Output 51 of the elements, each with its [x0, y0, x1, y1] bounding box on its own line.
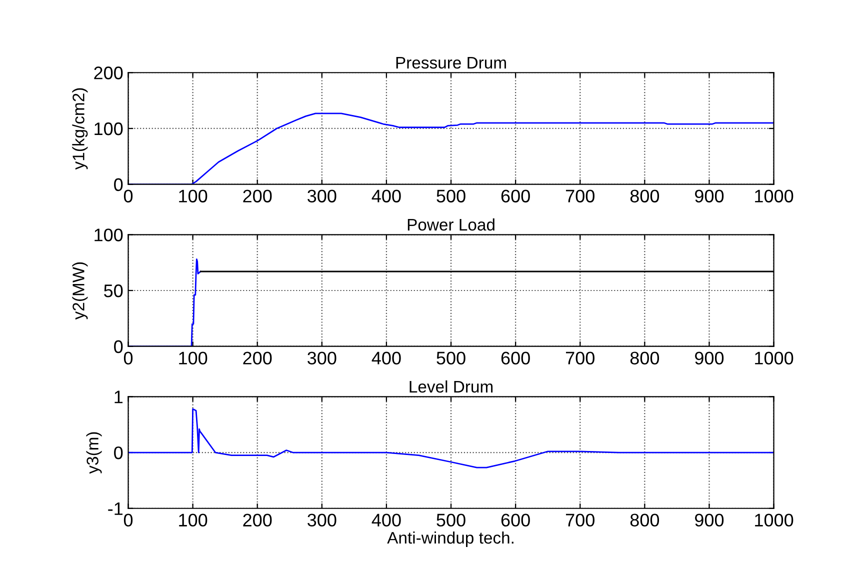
line-series: [128, 408, 774, 468]
x-tick-label: 600: [501, 352, 530, 364]
x-tick-label: 100: [179, 190, 208, 202]
y-axis-title: y3(m): [86, 432, 102, 474]
x-tick-label: 400: [372, 190, 401, 202]
x-tick-label: 800: [630, 352, 660, 364]
chart-title: Power Load: [408, 218, 494, 231]
x-tick-label: 1000: [755, 190, 794, 202]
x-tick-label: 900: [695, 190, 724, 202]
x-axis-title: Anti-windup tech.: [387, 531, 514, 547]
x-tick-label: 100: [179, 514, 208, 526]
y-axis-title: y1(kg/cm2): [72, 88, 88, 170]
x-tick-label: 500: [436, 514, 466, 526]
x-tick-label: 700: [566, 190, 594, 202]
x-tick-label: 1000: [755, 352, 794, 364]
x-tick-label: 600: [501, 514, 530, 526]
x-tick-label: 300: [308, 352, 336, 364]
y-tick-label: -1: [108, 502, 123, 515]
y-axis-title: y2(MW): [72, 262, 88, 320]
x-tick-label: 700: [566, 514, 594, 526]
y-tick-label: 50: [104, 284, 123, 298]
x-tick-label: 0: [124, 190, 133, 202]
x-tick-label: 200: [243, 190, 272, 202]
x-tick-label: 500: [436, 352, 466, 364]
y-tick-label: 0: [114, 178, 123, 192]
x-tick-label: 0: [124, 352, 133, 364]
x-tick-label: 600: [501, 190, 530, 202]
x-tick-label: 500: [436, 190, 466, 202]
x-tick-label: 300: [308, 190, 336, 202]
chart-title: Pressure Drum: [396, 56, 506, 69]
y-tick-label: 0: [114, 446, 123, 460]
y-tick-label: 1: [114, 390, 123, 404]
x-tick-label: 400: [372, 514, 401, 526]
x-tick-label: 1000: [755, 514, 794, 526]
chart-title: Level Drum: [410, 380, 493, 393]
y-tick-label: 0: [114, 340, 123, 354]
x-tick-label: 0: [124, 514, 133, 526]
x-tick-label: 200: [243, 514, 272, 526]
y-tick-label: 100: [94, 122, 123, 136]
x-tick-label: 800: [630, 514, 660, 526]
x-tick-label: 400: [372, 352, 401, 364]
x-tick-label: 700: [566, 352, 594, 364]
line-series: [128, 258, 202, 346]
x-tick-label: 200: [243, 352, 272, 364]
x-tick-label: 800: [630, 190, 660, 202]
y-tick-label: 200: [94, 66, 123, 80]
x-tick-label: 900: [695, 352, 724, 364]
x-tick-label: 900: [695, 514, 724, 526]
y-tick-label: 100: [94, 228, 123, 242]
x-tick-label: 300: [308, 514, 336, 526]
x-tick-label: 100: [179, 352, 208, 364]
